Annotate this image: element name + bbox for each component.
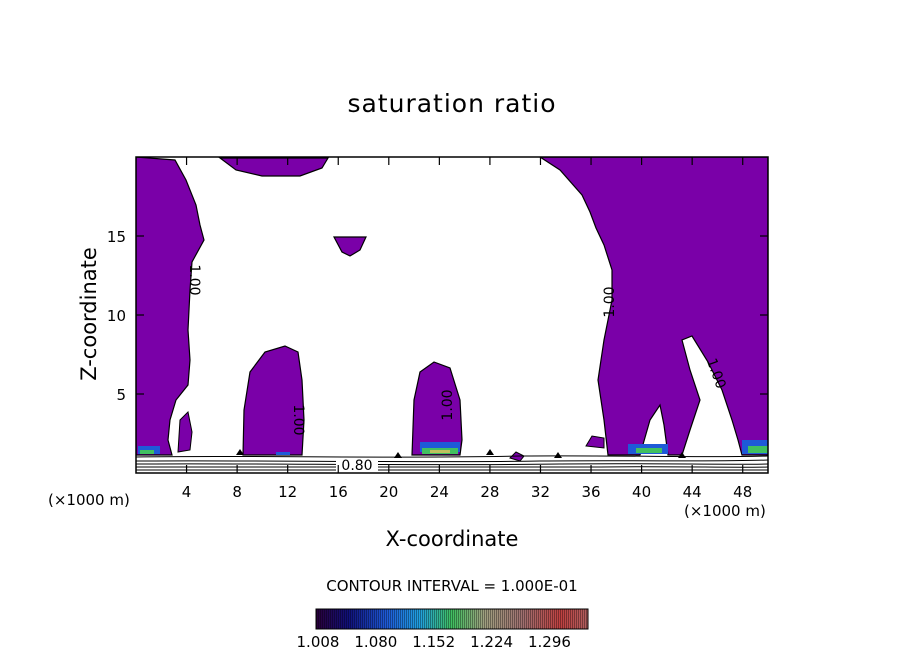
contour-interval: CONTOUR INTERVAL = 1.000E-01: [326, 577, 577, 595]
x-tick-label: 48: [733, 483, 752, 501]
contour-label: 1.00: [186, 264, 202, 295]
x-tick-label: 24: [430, 483, 449, 501]
surface-markers: [236, 449, 686, 458]
patch: [276, 452, 290, 455]
region-top-lens: [218, 157, 330, 177]
region-left-column: [136, 157, 205, 456]
region-mid-blob: [333, 236, 367, 257]
colorbar-tick-label: 1.152: [412, 633, 455, 651]
supersaturated-regions: [136, 157, 768, 462]
region-right-column: [538, 157, 768, 456]
colorbar-tick-label: 1.080: [354, 633, 397, 651]
contour-line: [136, 459, 768, 463]
colorbar-tick-label: 1.008: [297, 633, 340, 651]
contour-line: [136, 463, 768, 466]
patch: [430, 450, 450, 453]
marker: [486, 449, 494, 455]
x-unit-right: (×1000 m): [684, 502, 766, 520]
patch: [140, 450, 154, 454]
x-tick-label: 16: [329, 483, 348, 501]
patch: [420, 442, 460, 452]
marker: [554, 452, 562, 458]
y-axis-label: Z-coordinate: [77, 247, 101, 381]
y-tick-label: 10: [107, 307, 126, 325]
contour-label: 1.00: [440, 389, 456, 420]
y-tick-label: 5: [116, 386, 126, 404]
colorbar-stripes: [316, 609, 588, 629]
y-tick-label: 15: [107, 228, 126, 246]
contour-labels: 1.00 1.00 1.00 1.00 1.00 0.80: [186, 264, 729, 474]
x-tick-label: 8: [232, 483, 242, 501]
colorbar: [315, 608, 589, 630]
x-tick-label: 36: [581, 483, 600, 501]
region-left-small: [177, 410, 193, 453]
x-tick-label: 44: [683, 483, 702, 501]
contour-label-bg: [336, 458, 378, 472]
colorbar-tick-label: 1.224: [470, 633, 513, 651]
chart-title: saturation ratio: [347, 89, 556, 118]
x-ticks: 4 8 12 16 20 24 28 32 36 40 44 48: [182, 157, 752, 501]
region-column-24: [411, 361, 463, 456]
region-right-small: [585, 435, 605, 449]
x-tick-label: 4: [182, 483, 192, 501]
contour-line: [136, 466, 768, 468]
patch: [636, 448, 662, 453]
contour-label: 1.00: [290, 404, 306, 435]
x-tick-label: 20: [379, 483, 398, 501]
colorbar-tick-label: 1.296: [528, 633, 571, 651]
marker: [236, 449, 244, 455]
colorbar-ticks: 1.008 1.080 1.152 1.224 1.296: [297, 633, 571, 651]
high-saturation-patches: [138, 440, 768, 455]
x-unit-left: (×1000 m): [48, 491, 130, 509]
surface-contours: [136, 455, 768, 471]
y-ticks: 5 10 15: [107, 228, 768, 404]
marker: [394, 452, 402, 458]
x-tick-label: 28: [480, 483, 499, 501]
colorbar-frame: [315, 608, 589, 630]
region-column-12: [242, 345, 305, 456]
contour-label: 0.80: [341, 458, 372, 474]
x-tick-label: 40: [632, 483, 651, 501]
patch: [748, 446, 768, 453]
contour-label: 1.00: [602, 286, 618, 317]
x-tick-label: 12: [278, 483, 297, 501]
x-axis-label: X-coordinate: [386, 527, 519, 551]
contour-line: [136, 455, 768, 458]
x-tick-label: 32: [531, 483, 550, 501]
